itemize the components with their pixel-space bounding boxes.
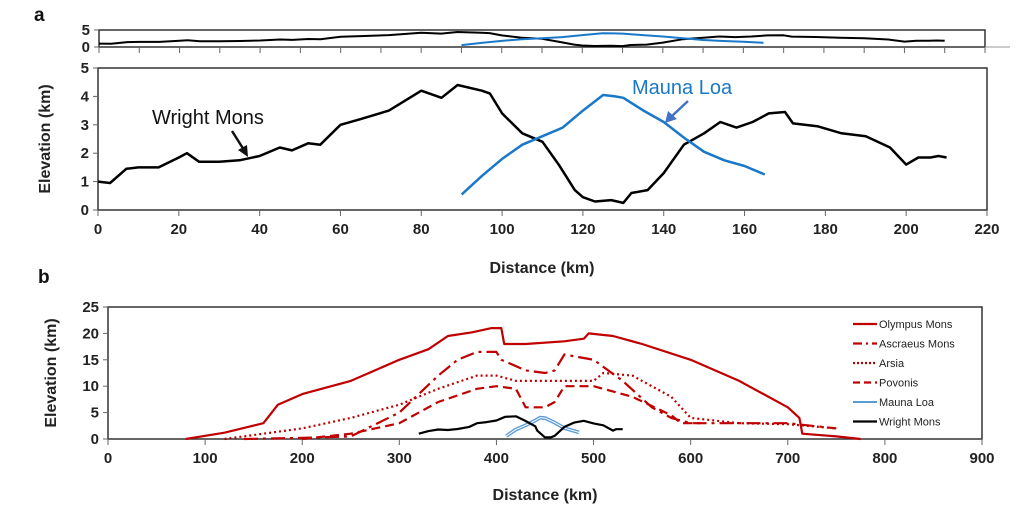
x-tick-label: 0 (94, 221, 102, 238)
legend-label: Arsia (879, 358, 905, 370)
panel-b-chart: 0 5 10 15 20 25 0 100 200 300 400 500 600 700 800 900 Ol… (82, 299, 994, 467)
x-tick-label: 20 (170, 221, 187, 238)
y-tick-label: 5 (81, 60, 89, 77)
series-mauna-loa-line (460, 93, 766, 196)
panel-label-a: a (34, 5, 45, 26)
panel-a-xlabel: Distance (km) (490, 260, 595, 277)
legend-label: Wright Mons (879, 417, 941, 429)
series-olympus-mons-line (185, 327, 861, 441)
y-tick-label: 2 (81, 145, 89, 162)
x-tick-label: 120 (570, 221, 595, 238)
x-tick-label: 220 (974, 221, 999, 238)
y-tick-label: 1 (81, 174, 89, 191)
annotation-arrow-mauna (665, 100, 689, 123)
legend-item: Povonis (853, 378, 919, 390)
y-tick-label: 0 (91, 431, 99, 448)
x-tick-label: 80 (413, 221, 430, 238)
panel-b-ylabel: Elevation (km) (43, 318, 60, 427)
panel-a-chart: 0 1 2 3 4 5 0 20 40 60 80 100 120 140 160 180 200 220 (81, 60, 1000, 238)
x-tick-label: 40 (251, 221, 268, 238)
panel-b-xlabel: Distance (km) (493, 487, 598, 504)
legend-label: Olympus Mons (879, 319, 953, 331)
legend-item: Ascraeus Mons (853, 339, 955, 351)
overview-strip: 05 (82, 22, 1010, 56)
series-povonis-line (302, 385, 701, 441)
x-tick-label: 400 (484, 450, 509, 467)
y-tick-label: 15 (82, 352, 99, 369)
annotation-mauna-loa: Mauna Loa (632, 77, 733, 99)
y-tick-label: 25 (82, 299, 99, 316)
legend: Olympus Mons Ascraeus Mons Arsia Povonis Mau… (853, 319, 955, 429)
x-tick-label: 800 (872, 450, 897, 467)
y-tick-label: 3 (81, 117, 89, 134)
x-tick-label: 100 (193, 450, 218, 467)
x-tick-label: 200 (290, 450, 315, 467)
x-tick-label: 140 (651, 221, 676, 238)
series-mauna-loa-line (505, 415, 580, 438)
series-wright-mons-line (418, 415, 623, 439)
x-tick-label: 180 (813, 221, 838, 238)
legend-item: Arsia (853, 358, 905, 370)
x-tick-label: 700 (775, 450, 800, 467)
series-mauna-loa-line (461, 32, 764, 47)
legend-item: Wright Mons (853, 417, 941, 429)
x-tick-label: 0 (104, 450, 112, 467)
y-tick-label: 0 (82, 39, 90, 56)
panel-a-ylabel: Elevation (km) (37, 84, 54, 193)
series-mauna-loa-line-inner (505, 417, 580, 437)
legend-label: Ascraeus Mons (879, 339, 955, 351)
y-tick-label: 20 (82, 325, 99, 342)
series-wright-mons-line (97, 83, 947, 205)
x-tick-label: 100 (490, 221, 515, 238)
y-tick-label: 4 (81, 88, 90, 105)
x-tick-label: 500 (581, 450, 606, 467)
series-wright-mons-line (98, 31, 945, 48)
annotation-wright-mons: Wright Mons (152, 107, 264, 129)
legend-item: Mauna Loa (853, 397, 935, 409)
x-tick-label: 600 (678, 450, 703, 467)
legend-item: Olympus Mons (853, 319, 953, 331)
legend-label: Povonis (879, 378, 919, 390)
x-tick-label: 300 (387, 450, 412, 467)
legend-label: Mauna Loa (879, 397, 935, 409)
x-tick-label: 900 (969, 450, 994, 467)
series-ascraeus-mons-line (243, 350, 837, 441)
y-tick-label: 0 (81, 202, 89, 219)
annotation-arrow-wright (230, 130, 248, 157)
plot-area (97, 67, 988, 211)
x-tick-label: 200 (894, 221, 919, 238)
plot-area (107, 306, 983, 440)
y-tick-label: 5 (82, 22, 90, 39)
y-tick-label: 5 (91, 405, 99, 422)
y-tick-label: 10 (82, 378, 99, 395)
x-tick-label: 160 (732, 221, 757, 238)
x-tick-label: 60 (332, 221, 349, 238)
panel-label-b: b (38, 267, 50, 288)
